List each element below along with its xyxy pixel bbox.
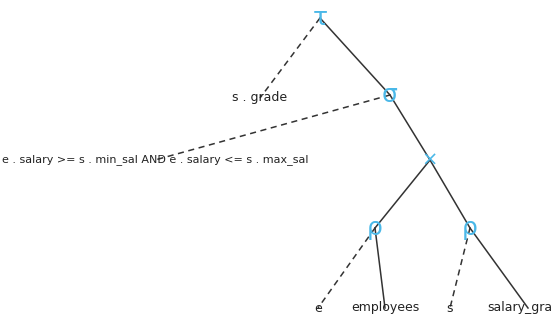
Text: e . salary >= s . min_sal AND e . salary <= s . max_sal: e . salary >= s . min_sal AND e . salary…	[2, 155, 308, 166]
Text: employees: employees	[351, 301, 419, 314]
Text: σ: σ	[382, 83, 398, 107]
Text: s . grade: s . grade	[233, 92, 288, 105]
Text: ×: ×	[422, 151, 438, 169]
Text: ρ: ρ	[462, 216, 478, 240]
Text: s: s	[447, 301, 453, 314]
Text: e: e	[314, 301, 322, 314]
Text: τ: τ	[312, 6, 327, 30]
Text: ρ: ρ	[367, 216, 383, 240]
Text: salary_grade: salary_grade	[488, 301, 551, 314]
